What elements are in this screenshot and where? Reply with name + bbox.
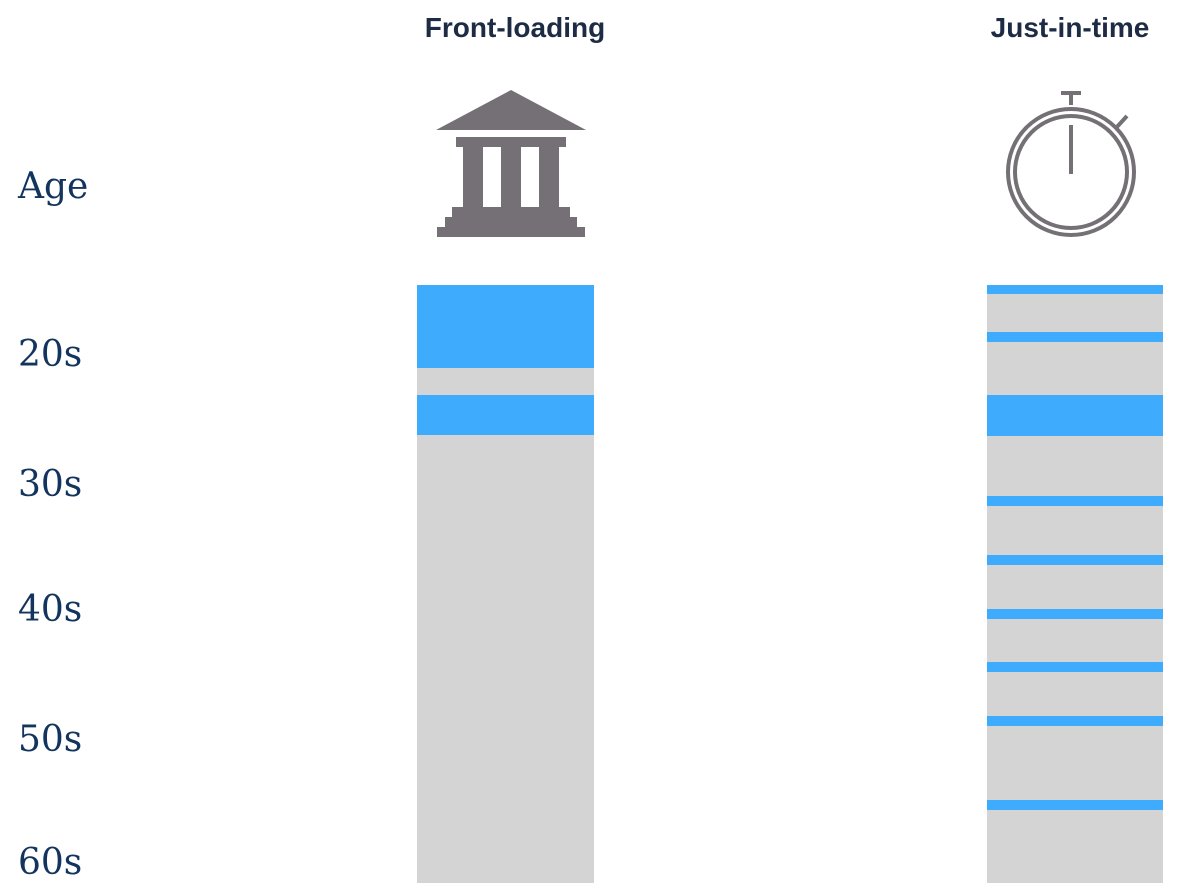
- age-label: 20s: [18, 334, 82, 375]
- age-label: 30s: [18, 464, 82, 505]
- bank-icon: [436, 90, 586, 237]
- stopwatch-icon: [1006, 91, 1136, 237]
- age-label: 50s: [18, 719, 82, 760]
- column-title: Front-loading: [425, 12, 605, 43]
- age-label: 40s: [18, 589, 82, 630]
- axis-title: Age: [17, 166, 88, 207]
- column-title: Just-in-time: [991, 12, 1150, 43]
- age-label: 60s: [18, 842, 82, 883]
- just-in-time-bar: [987, 285, 1163, 883]
- front-loading-bar: [417, 285, 594, 883]
